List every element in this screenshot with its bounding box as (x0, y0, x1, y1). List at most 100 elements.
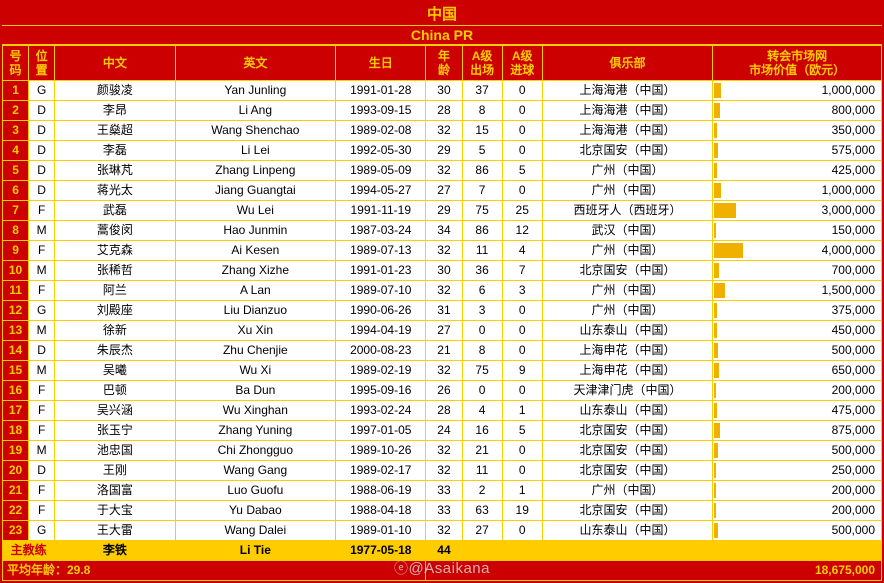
cell-cn: 王燊超 (55, 121, 175, 141)
cell-club: 北京国安（中国） (542, 141, 713, 161)
cell-apps: 2 (462, 481, 502, 501)
cell-club: 上海海港（中国） (542, 81, 713, 101)
table-row: 4D李磊Li Lei1992-05-302950北京国安（中国）575,000 (3, 141, 882, 161)
table-row: 19M池忠国Chi Zhongguo1989-10-2632210北京国安（中国… (3, 441, 882, 461)
cell-bd: 1988-06-19 (336, 481, 426, 501)
cell-goals: 0 (502, 341, 542, 361)
cell-en: Wang Dalei (175, 521, 336, 541)
value-bar (714, 383, 716, 398)
cell-club: 山东泰山（中国） (542, 401, 713, 421)
cell-apps: 8 (462, 341, 502, 361)
cell-pos: F (29, 481, 55, 501)
cell-en: Zhang Xizhe (175, 261, 336, 281)
cell-goals: 0 (502, 121, 542, 141)
cell-cn: 徐新 (55, 321, 175, 341)
cell-num: 4 (3, 141, 29, 161)
cell-cn: 池忠国 (55, 441, 175, 461)
cell-age: 32 (426, 241, 462, 261)
table-row: 11F阿兰A Lan1989-07-103263广州（中国）1,500,000 (3, 281, 882, 301)
value-bar (714, 163, 717, 178)
cell-en: Yu Dabao (175, 501, 336, 521)
cell-bd: 1995-09-16 (336, 381, 426, 401)
cell-goals: 0 (502, 321, 542, 341)
hdr-cn: 中文 (55, 46, 175, 81)
cell-num: 8 (3, 221, 29, 241)
cell-pos: F (29, 201, 55, 221)
value-bar (714, 423, 720, 438)
cell-age: 32 (426, 281, 462, 301)
cell-num: 9 (3, 241, 29, 261)
cell-pos: M (29, 361, 55, 381)
cell-num: 13 (3, 321, 29, 341)
cell-apps: 6 (462, 281, 502, 301)
cell-apps: 5 (462, 141, 502, 161)
table-row: 22F于大宝Yu Dabao1988-04-18336319北京国安（中国）20… (3, 501, 882, 521)
cell-bd: 1991-11-19 (336, 201, 426, 221)
cell-pos: D (29, 461, 55, 481)
cell-value: 450,000 (713, 321, 882, 341)
cell-age: 30 (426, 261, 462, 281)
cell-bd: 1989-02-19 (336, 361, 426, 381)
cell-pos: F (29, 401, 55, 421)
cell-bd: 1989-05-09 (336, 161, 426, 181)
value-bar (714, 463, 716, 478)
cell-club: 武汉（中国） (542, 221, 713, 241)
cell-pos: F (29, 381, 55, 401)
cell-apps: 3 (462, 301, 502, 321)
cell-value: 1,000,000 (713, 81, 882, 101)
cell-age: 33 (426, 501, 462, 521)
value-bar (714, 263, 719, 278)
hdr-val: 转会市场网市场价值（欧元） (713, 46, 882, 81)
cell-pos: D (29, 181, 55, 201)
cell-en: Wang Shenchao (175, 121, 336, 141)
table-row: 21F洛国富Luo Guofu1988-06-193321广州（中国）200,0… (3, 481, 882, 501)
cell-pos: D (29, 121, 55, 141)
squad-table: 号码 位置 中文 英文 生日 年龄 A级出场 A级进球 俱乐部 转会市场网市场价… (2, 45, 882, 581)
cell-cn: 蒋光太 (55, 181, 175, 201)
table-row: 1G颜骏凌Yan Junling1991-01-2830370上海海港（中国）1… (3, 81, 882, 101)
cell-goals: 1 (502, 481, 542, 501)
cell-age: 32 (426, 441, 462, 461)
value-bar (714, 443, 718, 458)
table-row: 12G刘殿座Liu Dianzuo1990-06-263130广州（中国）375… (3, 301, 882, 321)
cell-bd: 1997-01-05 (336, 421, 426, 441)
cell-age: 32 (426, 461, 462, 481)
cell-en: Li Ang (175, 101, 336, 121)
cell-apps: 86 (462, 161, 502, 181)
cell-en: Jiang Guangtai (175, 181, 336, 201)
cell-cn: 艾克森 (55, 241, 175, 261)
cell-bd: 1993-02-24 (336, 401, 426, 421)
cell-cn: 武磊 (55, 201, 175, 221)
title-cn: 中国 (2, 2, 882, 26)
cell-value: 425,000 (713, 161, 882, 181)
cell-bd: 1988-04-18 (336, 501, 426, 521)
cell-apps: 37 (462, 81, 502, 101)
cell-cn: 张稀哲 (55, 261, 175, 281)
footer-row: 平均年龄：29.818,675,000 (3, 561, 882, 581)
cell-apps: 7 (462, 181, 502, 201)
cell-pos: F (29, 241, 55, 261)
value-bar (714, 323, 717, 338)
cell-goals: 3 (502, 281, 542, 301)
cell-value: 800,000 (713, 101, 882, 121)
hdr-en: 英文 (175, 46, 336, 81)
cell-age: 32 (426, 161, 462, 181)
table-row: 14D朱辰杰Zhu Chenjie2000-08-232180上海申花（中国）5… (3, 341, 882, 361)
cell-age: 27 (426, 181, 462, 201)
cell-pos: G (29, 81, 55, 101)
cell-cn: 刘殿座 (55, 301, 175, 321)
cell-goals: 0 (502, 461, 542, 481)
cell-pos: D (29, 141, 55, 161)
table-row: 8M蒿俊闵Hao Junmin1987-03-24348612武汉（中国）150… (3, 221, 882, 241)
cell-age: 27 (426, 321, 462, 341)
table-row: 5D张琳芃Zhang Linpeng1989-05-0932865广州（中国）4… (3, 161, 882, 181)
cell-en: Wu Xinghan (175, 401, 336, 421)
cell-pos: F (29, 281, 55, 301)
cell-goals: 4 (502, 241, 542, 261)
cell-cn: 张玉宁 (55, 421, 175, 441)
hdr-apps: A级出场 (462, 46, 502, 81)
cell-club: 西班牙人（西班牙） (542, 201, 713, 221)
cell-bd: 1989-07-13 (336, 241, 426, 261)
cell-goals: 0 (502, 101, 542, 121)
cell-en: Chi Zhongguo (175, 441, 336, 461)
